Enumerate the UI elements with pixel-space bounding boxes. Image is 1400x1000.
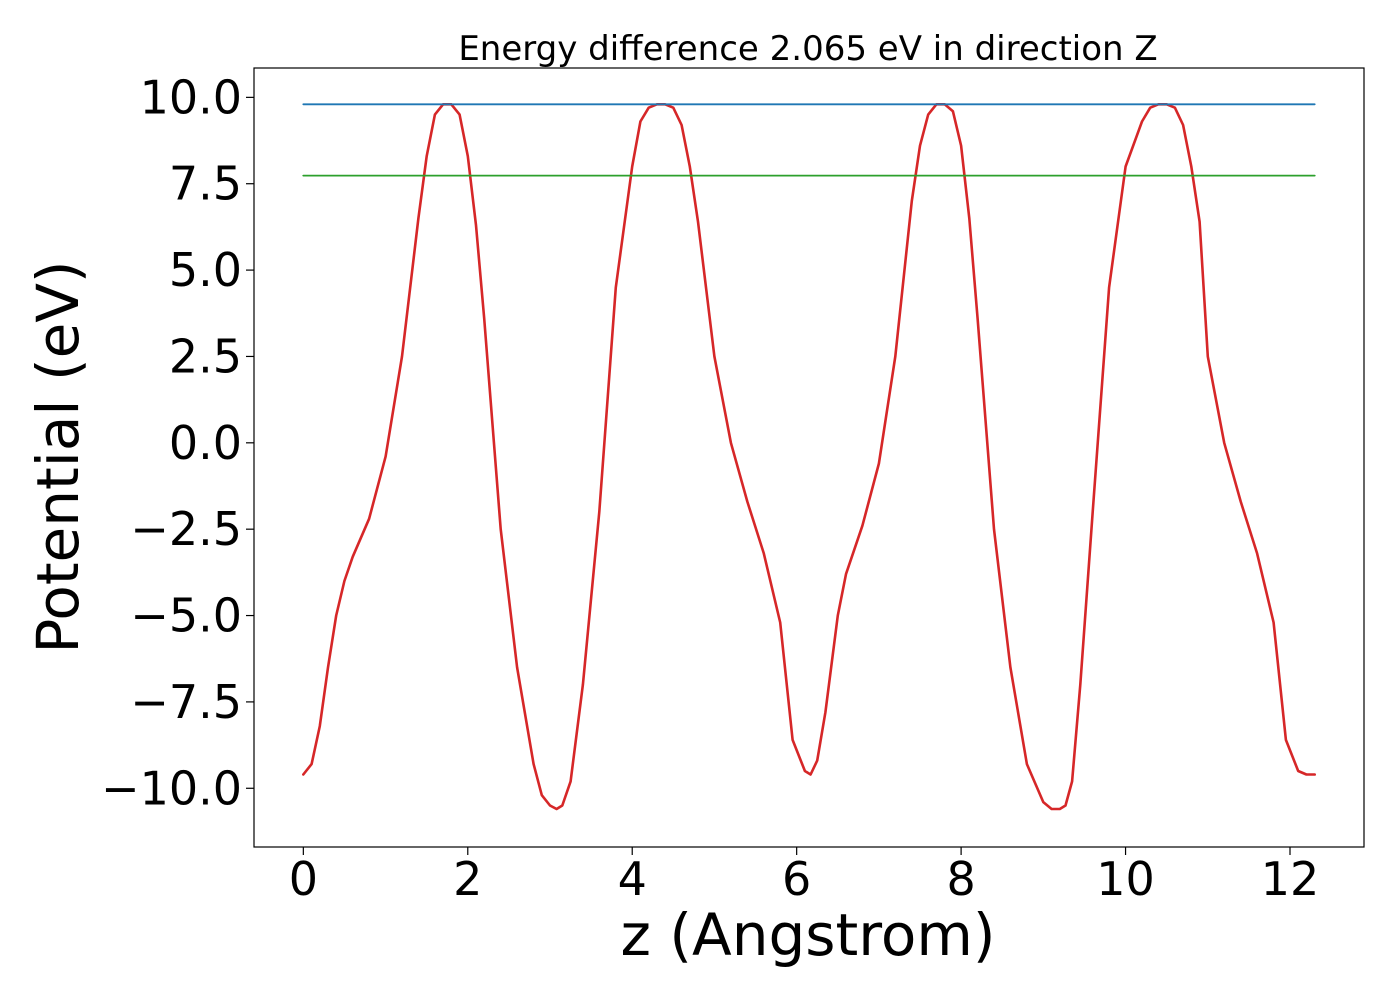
y-axis: −10.0 −7.5 −5.0 −2.5 0.0 2.5 5.0 7.5 10.0 (101, 70, 254, 815)
y-tick-label: −10.0 (101, 761, 242, 815)
y-tick-label: 2.5 (169, 329, 242, 383)
axes-frame (253, 67, 1365, 848)
chart-title: Energy difference 2.065 eV in direction … (458, 29, 1157, 69)
x-tick-label: 4 (618, 852, 647, 906)
x-tick-label: 6 (782, 852, 811, 906)
x-tick-label: 0 (289, 852, 318, 906)
y-tick-label: −2.5 (130, 502, 242, 556)
y-tick-label: 7.5 (169, 157, 242, 211)
x-axis: 0 2 4 6 8 10 12 (289, 847, 1320, 906)
y-tick-label: 10.0 (140, 70, 242, 124)
plot-area (253, 67, 1365, 848)
x-tick-label: 2 (453, 852, 482, 906)
x-axis-label: z (Angstrom) (621, 901, 996, 969)
x-tick-label: 8 (946, 852, 975, 906)
x-tick-label: 10 (1096, 852, 1155, 906)
y-tick-label: −7.5 (130, 675, 242, 729)
y-axis-label: Potential (eV) (24, 260, 92, 653)
y-tick-label: −5.0 (130, 589, 242, 643)
y-tick-label: 5.0 (169, 243, 242, 297)
y-tick-label: 0.0 (169, 416, 242, 470)
series-line-0 (301, 103, 1316, 811)
x-tick-label: 12 (1261, 852, 1320, 906)
